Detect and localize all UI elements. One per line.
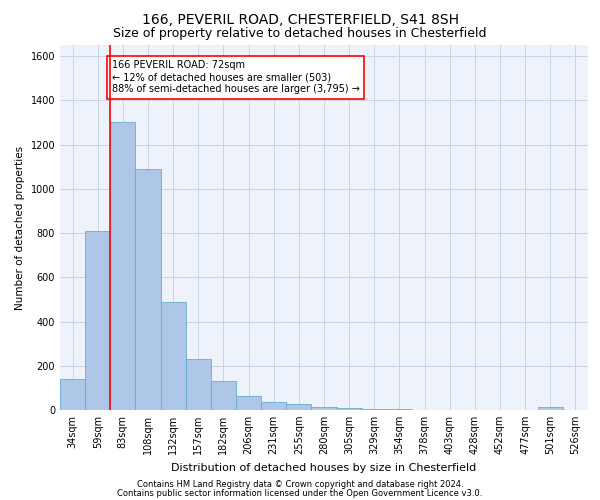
- Text: Contains public sector information licensed under the Open Government Licence v3: Contains public sector information licen…: [118, 488, 482, 498]
- Y-axis label: Number of detached properties: Number of detached properties: [15, 146, 25, 310]
- Text: 166, PEVERIL ROAD, CHESTERFIELD, S41 8SH: 166, PEVERIL ROAD, CHESTERFIELD, S41 8SH: [142, 12, 458, 26]
- Bar: [161, 302, 186, 410]
- Bar: [538, 406, 563, 410]
- Bar: [60, 379, 85, 410]
- Bar: [261, 402, 286, 410]
- Bar: [85, 231, 110, 410]
- Text: Contains HM Land Registry data © Crown copyright and database right 2024.: Contains HM Land Registry data © Crown c…: [137, 480, 463, 489]
- Bar: [186, 359, 211, 410]
- Bar: [136, 169, 161, 410]
- Bar: [236, 396, 261, 410]
- Bar: [286, 404, 311, 410]
- Bar: [362, 409, 387, 410]
- Bar: [337, 408, 362, 410]
- Bar: [211, 381, 236, 410]
- Bar: [110, 122, 136, 410]
- Bar: [311, 406, 337, 410]
- Text: Size of property relative to detached houses in Chesterfield: Size of property relative to detached ho…: [113, 28, 487, 40]
- X-axis label: Distribution of detached houses by size in Chesterfield: Distribution of detached houses by size …: [172, 462, 476, 472]
- Text: 166 PEVERIL ROAD: 72sqm
← 12% of detached houses are smaller (503)
88% of semi-d: 166 PEVERIL ROAD: 72sqm ← 12% of detache…: [112, 60, 359, 94]
